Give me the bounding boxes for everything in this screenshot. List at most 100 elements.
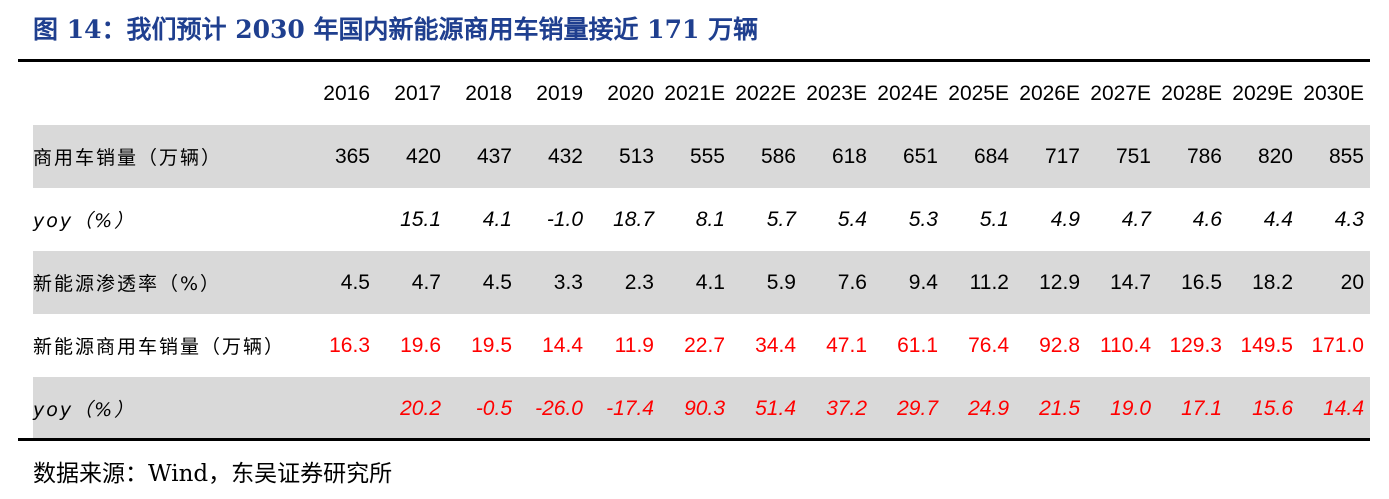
table-cell: 22.7 xyxy=(684,333,725,357)
table-cell: 110.4 xyxy=(1100,333,1151,357)
table-cell: 820 xyxy=(1257,144,1293,168)
table-cell: 18.7 xyxy=(613,207,654,231)
table-cell: 12.9 xyxy=(1039,270,1080,294)
table-cell: 437 xyxy=(476,144,512,168)
table-cell: 17.1 xyxy=(1181,396,1222,420)
row-label: 新能源渗透率（%） xyxy=(33,273,222,295)
table-cell: 4.5 xyxy=(340,270,370,294)
table-cell: 4.1 xyxy=(482,207,512,231)
column-header: 2024E xyxy=(877,81,938,105)
table-cell: 19.5 xyxy=(471,333,512,357)
table-cell: 19.6 xyxy=(400,333,441,357)
column-header: 2029E xyxy=(1232,81,1293,105)
table-cell: -0.5 xyxy=(475,396,512,420)
table-cell: 37.2 xyxy=(826,396,867,420)
table-cell: 684 xyxy=(973,144,1009,168)
table-cell: 513 xyxy=(618,144,654,168)
table-cell xyxy=(298,188,370,251)
column-header: 2028E xyxy=(1161,81,1222,105)
table-cell: 14.4 xyxy=(542,333,583,357)
row-label: 商用车销量（万辆） xyxy=(33,147,223,169)
table-cell xyxy=(298,377,370,440)
table-cell: 5.7 xyxy=(766,207,796,231)
table-cell: 751 xyxy=(1115,144,1151,168)
table-cell: 4.9 xyxy=(1050,207,1080,231)
table-cell: 4.7 xyxy=(411,270,441,294)
source-note: 数据来源：Wind，东吴证券研究所 xyxy=(33,461,393,487)
table-row: 商用车销量（万辆） 365 420 437 432 513 555 586 618 651 684 7… xyxy=(33,125,1370,188)
header-row: 2016 2017 2018 2019 2020 2021E 2022E 2023E 2024E… xyxy=(33,62,1370,125)
table-cell: 651 xyxy=(902,144,938,168)
table-cell: 20 xyxy=(1340,270,1364,294)
table-cell: 34.4 xyxy=(755,333,796,357)
column-header: 2023E xyxy=(806,81,867,105)
table-cell: 786 xyxy=(1186,144,1222,168)
table-cell: 5.1 xyxy=(979,207,1009,231)
table-cell: 8.1 xyxy=(695,207,725,231)
table-cell: 149.5 xyxy=(1240,333,1293,357)
table-row: yoy（%） 20.2 -0.5 -26.0 -17.4 90.3 51.4 37.2 29.7… xyxy=(33,377,1370,440)
table-row: 新能源渗透率（%） 4.5 4.7 4.5 3.3 2.3 4.1 5.9 7.6 9.4 11.2… xyxy=(33,251,1370,314)
table-cell: 4.5 xyxy=(482,270,512,294)
table-cell: 717 xyxy=(1044,144,1080,168)
table-cell: 2.3 xyxy=(624,270,654,294)
table-cell: 19.0 xyxy=(1110,396,1151,420)
row-label: yoy（%） xyxy=(33,399,136,421)
table-cell: -1.0 xyxy=(546,207,583,231)
table-cell: 16.3 xyxy=(329,333,370,357)
row-label: 新能源商用车销量（万辆） xyxy=(33,336,286,358)
table-cell: 4.4 xyxy=(1263,207,1293,231)
table-cell: 4.6 xyxy=(1192,207,1222,231)
column-header: 2020 xyxy=(607,81,654,105)
table-cell: 420 xyxy=(405,144,441,168)
table-cell: 586 xyxy=(760,144,796,168)
data-table: 2016 2017 2018 2019 2020 2021E 2022E 2023E 2024E… xyxy=(33,62,1370,440)
table-cell: 61.1 xyxy=(897,333,938,357)
column-header: 2022E xyxy=(735,81,796,105)
table-row: 新能源商用车销量（万辆） 16.3 19.6 19.5 14.4 11.9 22.7 34.4… xyxy=(33,314,1370,377)
table-cell: 5.3 xyxy=(908,207,938,231)
table-cell: 18.2 xyxy=(1252,270,1293,294)
table-row: yoy（%） 15.1 4.1 -1.0 18.7 8.1 5.7 5.4 5.3 5.1 4.9 4… xyxy=(33,188,1370,251)
table-cell: 47.1 xyxy=(826,333,867,357)
table-cell: 51.4 xyxy=(755,396,796,420)
table-cell: 7.6 xyxy=(837,270,867,294)
chart-title: 图 14：我们预计 2030 年国内新能源商用车销量接近 171 万辆 xyxy=(33,15,759,44)
table-cell: 92.8 xyxy=(1039,333,1080,357)
table-cell: 4.7 xyxy=(1121,207,1151,231)
column-header: 2030E xyxy=(1303,81,1364,105)
table-cell: 555 xyxy=(689,144,725,168)
table-cell: 11.9 xyxy=(614,333,654,357)
table-cell: 432 xyxy=(547,144,583,168)
column-header: 2027E xyxy=(1090,81,1151,105)
table-cell: -26.0 xyxy=(535,396,583,420)
table-cell: 76.4 xyxy=(968,333,1009,357)
table-cell: 20.2 xyxy=(400,396,441,420)
table-cell: 21.5 xyxy=(1039,396,1080,420)
table-cell: 3.3 xyxy=(553,270,583,294)
table-cell: 365 xyxy=(334,144,370,168)
table-cell: 15.1 xyxy=(400,207,441,231)
table-cell: 11.2 xyxy=(969,270,1009,294)
table-cell: 5.9 xyxy=(766,270,796,294)
column-header: 2018 xyxy=(465,81,512,105)
table-cell: 4.1 xyxy=(695,270,725,294)
column-header: 2019 xyxy=(536,81,583,105)
table-cell: 129.3 xyxy=(1169,333,1222,357)
bottom-rule xyxy=(18,438,1370,441)
table-cell: 171.0 xyxy=(1311,333,1364,357)
table-cell: 16.5 xyxy=(1181,270,1222,294)
table-cell: 24.9 xyxy=(968,396,1009,420)
table-cell: 855 xyxy=(1328,144,1364,168)
table-cell: 5.4 xyxy=(837,207,867,231)
table-cell: 14.7 xyxy=(1110,270,1151,294)
top-rule xyxy=(18,59,1370,62)
column-header: 2021E xyxy=(664,81,725,105)
column-header: 2017 xyxy=(394,81,441,105)
row-label: yoy（%） xyxy=(33,210,136,232)
table-cell: -17.4 xyxy=(606,396,654,420)
column-header: 2026E xyxy=(1019,81,1080,105)
table-cell: 90.3 xyxy=(684,396,725,420)
table-cell: 618 xyxy=(831,144,867,168)
table-cell: 9.4 xyxy=(908,270,938,294)
